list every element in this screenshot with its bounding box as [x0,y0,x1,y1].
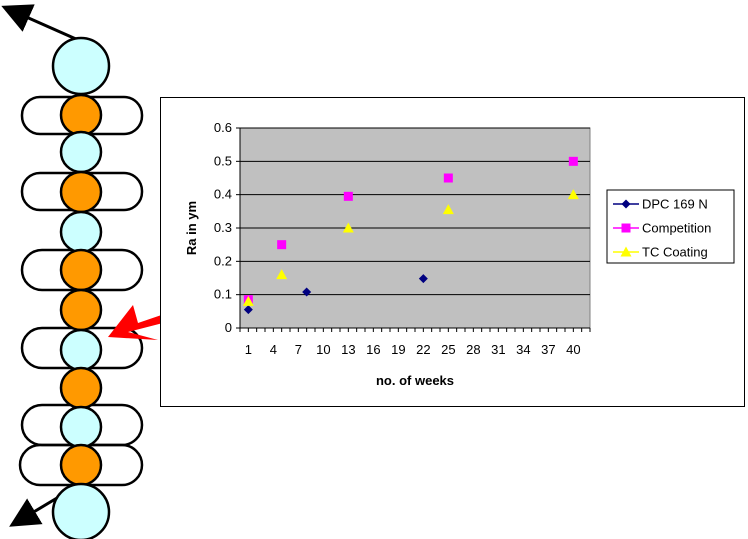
chart-frame: 0 0.1 0.2 0.3 0.4 0.5 0.6 1 4 7 10 13 16 19 22 25 28 31 3… [160,97,745,407]
competition-point [277,240,286,249]
x-tick-label: 16 [366,342,380,357]
y-tick-label: 0.2 [214,253,232,268]
y-tick-label: 0.6 [214,120,232,135]
y-tick-label: 0 [225,320,232,335]
light-blue-bead [61,330,101,370]
x-axis-title: no. of weeks [376,373,454,388]
x-tick-label: 7 [295,342,302,357]
x-tick-label: 19 [391,342,405,357]
competition-point [569,157,578,166]
orange-bead [61,172,101,212]
x-tick-label: 4 [270,342,277,357]
y-tick-label: 0.3 [214,220,232,235]
x-tick-label: 13 [341,342,355,357]
x-tick-label: 25 [441,342,455,357]
legend-label-competition: Competition [642,221,711,236]
x-tick-label: 1 [245,342,252,357]
x-tick-label: 34 [516,342,530,357]
x-tick-label: 22 [416,342,430,357]
y-axis: 0 0.1 0.2 0.3 0.4 0.5 0.6 [214,120,240,335]
orange-bead [61,290,101,330]
x-tick-label: 28 [466,342,480,357]
y-tick-label: 0.4 [214,187,232,202]
y-tick-label: 0.5 [214,153,232,168]
legend-marker-competition [622,224,631,233]
beads [53,38,109,539]
light-blue-bead [61,212,101,252]
x-tick-label: 37 [541,342,555,357]
light-blue-bead [53,484,109,539]
orange-bead [61,368,101,408]
light-blue-bead [61,132,101,172]
light-blue-bead [61,407,101,447]
bead-chain-illustration [0,0,160,539]
orange-bead [61,250,101,290]
light-blue-bead [53,38,109,94]
x-axis: 1 4 7 10 13 16 19 22 25 28 31 34 37 40 [240,328,590,357]
legend-label-dpc-169-n: DPC 169 N [642,197,708,212]
orange-bead [61,445,101,485]
y-axis-title: Ra in ym [184,201,199,255]
orange-bead [61,95,101,135]
x-tick-label: 10 [316,342,330,357]
competition-point [444,174,453,183]
x-tick-label: 31 [491,342,505,357]
red-pointer-arrow [108,305,160,340]
legend: DPC 169 N Competition TC Coating [607,190,734,263]
y-tick-label: 0.1 [214,287,232,302]
x-tick-label: 40 [566,342,580,357]
competition-point [344,192,353,201]
legend-label-tc-coating: TC Coating [642,245,708,260]
scatter-chart: 0 0.1 0.2 0.3 0.4 0.5 0.6 1 4 7 10 13 16 19 22 25 28 31 3… [161,98,746,408]
